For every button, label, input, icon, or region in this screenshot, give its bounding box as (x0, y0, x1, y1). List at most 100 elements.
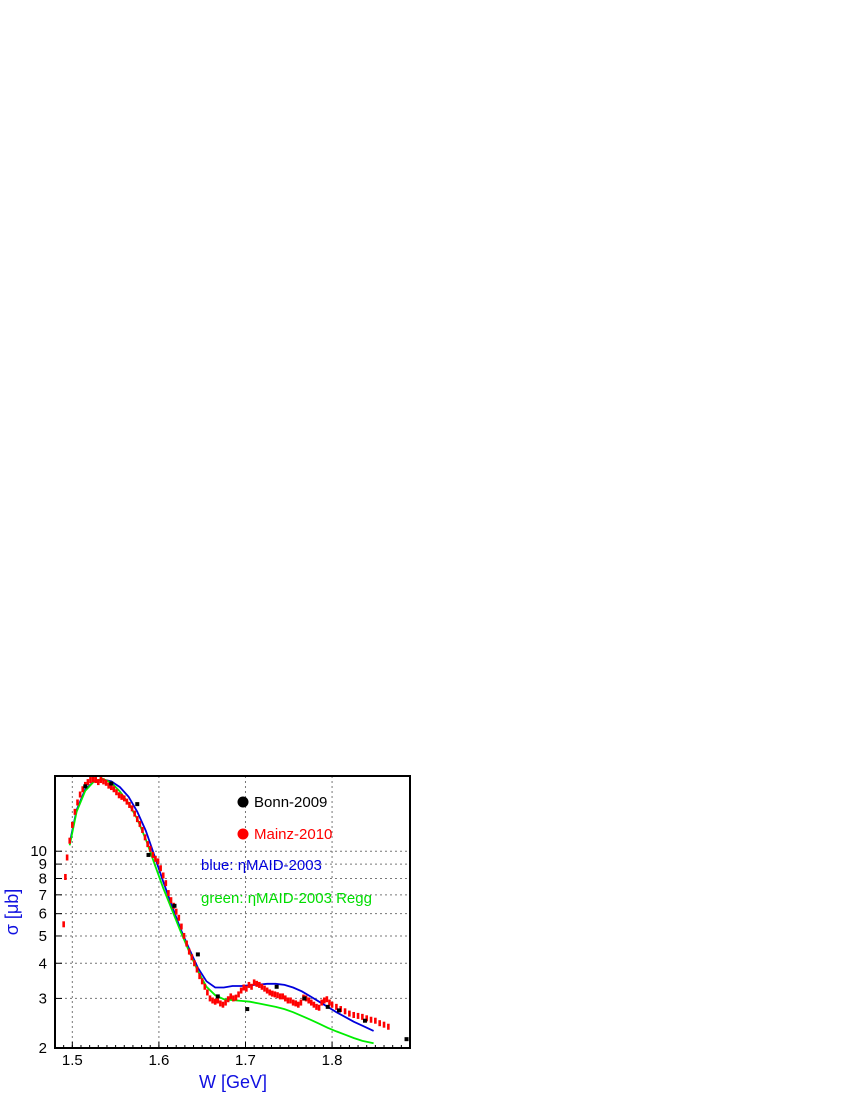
data-point-mainz-2010 (278, 993, 282, 1000)
data-point-bonn-2009 (172, 903, 177, 908)
data-point-mainz-2010 (317, 1004, 321, 1011)
data-point-mainz-2010 (71, 821, 74, 828)
legend: Bonn-2009 Mainz-2010 blue: ηMAID-2003 gr… (201, 794, 372, 907)
plot-area (62, 776, 409, 1045)
data-point-mainz-2010 (315, 1003, 318, 1010)
data-point-mainz-2010 (289, 997, 292, 1004)
data-point-bonn-2009 (195, 952, 200, 957)
data-point-mainz-2010 (221, 1001, 225, 1008)
data-point-mainz-2010 (335, 1003, 338, 1010)
data-point-mainz-2010 (239, 987, 243, 994)
data-point-mainz-2010 (177, 914, 181, 921)
data-point-mainz-2010 (213, 998, 217, 1005)
data-point-mainz-2010 (320, 999, 323, 1006)
legend-marker-bonn (237, 796, 249, 808)
data-point-mainz-2010 (154, 855, 157, 862)
data-point-mainz-2010 (135, 816, 139, 823)
data-point-mainz-2010 (182, 932, 186, 939)
data-point-mainz-2010 (263, 985, 266, 992)
data-point-mainz-2010 (245, 985, 248, 992)
y-axis-title: σ [μb] (2, 889, 22, 936)
data-point-mainz-2010 (234, 994, 238, 1001)
data-point-mainz-2010 (237, 991, 240, 998)
data-point-mainz-2010 (109, 784, 113, 791)
legend-label-bonn: Bonn-2009 (254, 794, 327, 811)
data-point-mainz-2010 (312, 1001, 316, 1008)
data-point-mainz-2010 (365, 1015, 369, 1022)
x-tick-label: 1.8 (322, 1052, 343, 1069)
data-point-mainz-2010 (242, 984, 246, 991)
data-point-mainz-2010 (117, 792, 121, 799)
data-point-mainz-2010 (232, 995, 235, 1002)
y-tick-label: 2 (39, 1040, 47, 1057)
data-point-mainz-2010 (309, 999, 313, 1006)
data-point-bonn-2009 (83, 784, 88, 789)
data-point-mainz-2010 (120, 793, 123, 800)
data-point-mainz-2010 (224, 999, 227, 1006)
data-point-mainz-2010 (284, 995, 287, 1002)
data-point-mainz-2010 (76, 799, 79, 806)
data-point-mainz-2010 (65, 854, 69, 861)
data-point-mainz-2010 (193, 960, 196, 967)
data-point-mainz-2010 (148, 845, 152, 852)
data-point-mainz-2010 (133, 810, 136, 817)
data-point-mainz-2010 (102, 778, 105, 785)
data-point-mainz-2010 (271, 990, 274, 997)
data-point-mainz-2010 (294, 1000, 298, 1007)
data-point-mainz-2010 (356, 1012, 360, 1019)
data-point-bonn-2009 (135, 802, 140, 807)
data-point-mainz-2010 (352, 1011, 356, 1018)
data-point-mainz-2010 (260, 983, 264, 990)
data-point-mainz-2010 (328, 999, 331, 1006)
data-point-mainz-2010 (382, 1021, 386, 1028)
data-point-mainz-2010 (86, 779, 90, 786)
y-tick-label: 5 (39, 928, 47, 945)
data-point-mainz-2010 (291, 999, 295, 1006)
data-point-mainz-2010 (169, 897, 173, 904)
data-point-mainz-2010 (125, 798, 129, 805)
data-point-bonn-2009 (302, 996, 307, 1001)
data-point-mainz-2010 (286, 997, 290, 1004)
data-point-mainz-2010 (250, 983, 253, 990)
data-point-mainz-2010 (247, 981, 251, 988)
data-point-mainz-2010 (128, 801, 131, 808)
data-point-mainz-2010 (146, 841, 149, 848)
y-tick-label: 7 (39, 887, 47, 904)
data-point-bonn-2009 (215, 994, 220, 999)
data-point-mainz-2010 (187, 948, 191, 955)
data-point-bonn-2009 (109, 781, 114, 786)
data-point-mainz-2010 (273, 991, 277, 998)
data-point-mainz-2010 (107, 782, 110, 789)
y-tick-label: 9 (39, 856, 47, 873)
data-point-mainz-2010 (122, 795, 126, 802)
data-point-bonn-2009 (337, 1008, 341, 1013)
data-point-mainz-2010 (297, 1001, 300, 1008)
x-tick-label: 1.6 (148, 1052, 169, 1069)
data-point-mainz-2010 (89, 777, 92, 784)
grid (55, 776, 410, 1049)
data-point-mainz-2010 (104, 779, 108, 786)
data-point-bonn-2009 (274, 984, 279, 989)
y-tick-label: 8 (39, 871, 47, 888)
x-tick-label: 1.7 (235, 1052, 256, 1069)
data-point-mainz-2010 (141, 826, 144, 833)
data-point-bonn-2009 (245, 1007, 250, 1012)
data-point-mainz-2010 (361, 1013, 364, 1020)
data-point-mainz-2010 (203, 983, 207, 990)
data-point-mainz-2010 (91, 776, 95, 783)
x-axis-title: W [GeV] (199, 1072, 267, 1092)
data-point-mainz-2010 (255, 980, 259, 987)
legend-marker-mainz (237, 828, 249, 840)
data-point-mainz-2010 (268, 989, 272, 996)
data-point-mainz-2010 (159, 865, 162, 872)
data-point-mainz-2010 (276, 992, 279, 999)
data-point-mainz-2010 (252, 979, 256, 986)
data-point-mainz-2010 (64, 873, 67, 880)
data-point-mainz-2010 (96, 779, 100, 786)
data-point-mainz-2010 (322, 997, 326, 1004)
data-point-mainz-2010 (226, 996, 230, 1003)
data-point-mainz-2010 (78, 791, 82, 798)
data-point-mainz-2010 (307, 997, 310, 1004)
data-point-mainz-2010 (115, 789, 118, 796)
